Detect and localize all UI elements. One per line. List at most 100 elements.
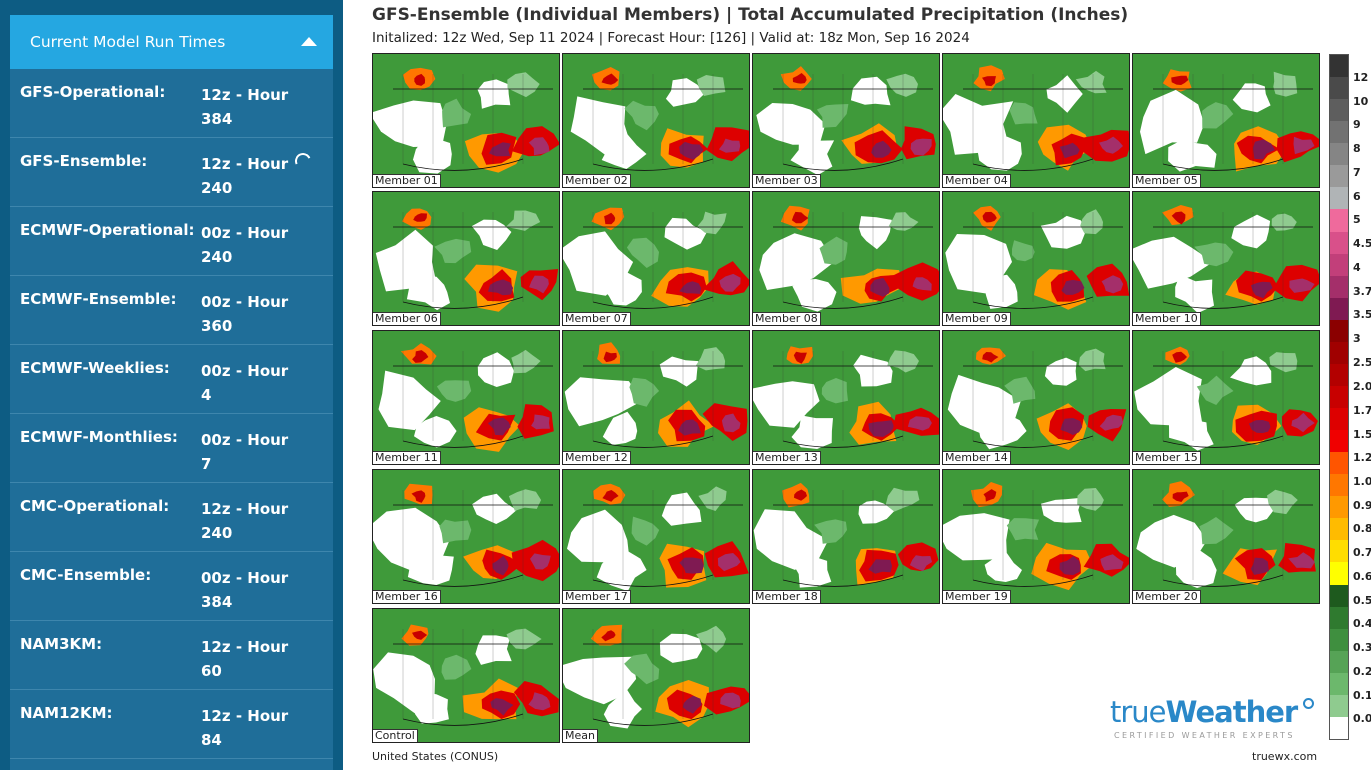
precip-map bbox=[753, 470, 939, 603]
colorbar-label: 1.75 bbox=[1353, 404, 1371, 417]
model-run-value: 12z - Hour 240 bbox=[201, 155, 289, 197]
model-run-value: 12z - Hour 384 bbox=[201, 86, 289, 128]
member-label: Member 02 bbox=[563, 174, 631, 187]
collapse-caret-icon[interactable] bbox=[301, 37, 317, 46]
colorbar-label: 0.8 bbox=[1353, 522, 1371, 535]
colorbar-label: 0.9 bbox=[1353, 499, 1371, 512]
ensemble-member-panel[interactable]: Member 20 bbox=[1132, 469, 1320, 604]
colorbar-segment bbox=[1330, 143, 1348, 166]
ensemble-member-panel[interactable]: Member 15 bbox=[1132, 330, 1320, 465]
ensemble-member-panel[interactable]: Member 19 bbox=[942, 469, 1130, 604]
precip-map bbox=[563, 331, 749, 464]
member-label: Member 15 bbox=[1133, 451, 1201, 464]
colorbar-segment bbox=[1330, 694, 1348, 718]
ensemble-member-panel[interactable]: Member 08 bbox=[752, 191, 940, 326]
ensemble-member-panel[interactable]: Member 13 bbox=[752, 330, 940, 465]
colorbar-segment bbox=[1330, 99, 1348, 122]
model-row[interactable]: NAM3KM: 12z - Hour 60 bbox=[10, 621, 333, 690]
model-name: ECMWF-Monthlies: bbox=[20, 428, 178, 446]
ensemble-member-panel[interactable]: Member 09 bbox=[942, 191, 1130, 326]
colorbar-label: 1.50 bbox=[1353, 428, 1371, 441]
sidebar: Current Model Run Times GFS-Operational:… bbox=[0, 0, 343, 770]
ensemble-member-panel[interactable]: Member 05 bbox=[1132, 53, 1320, 188]
model-name: CMC-Ensemble: bbox=[20, 566, 152, 584]
precip-map bbox=[753, 192, 939, 325]
model-run-value: 12z - Hour 240 bbox=[201, 500, 289, 542]
colorbar-label: 2.0 bbox=[1353, 380, 1371, 393]
precip-map bbox=[563, 609, 749, 742]
ensemble-member-panel[interactable]: Member 16 bbox=[372, 469, 560, 604]
model-name: NAM3KM: bbox=[20, 635, 103, 653]
ensemble-member-panel[interactable]: Member 14 bbox=[942, 330, 1130, 465]
ensemble-member-panel[interactable]: Member 12 bbox=[562, 330, 750, 465]
ensemble-member-panel[interactable]: Member 01 bbox=[372, 53, 560, 188]
colorbar-segment bbox=[1330, 672, 1348, 696]
model-row[interactable]: GFS-Ensemble: 12z - Hour 240 bbox=[10, 138, 333, 207]
colorbar-label: 10 bbox=[1353, 95, 1369, 108]
colorbar-segment bbox=[1330, 253, 1348, 277]
model-row[interactable]: CMC-Operational: 12z - Hour 240 bbox=[10, 483, 333, 552]
ensemble-member-panel[interactable]: Member 11 bbox=[372, 330, 560, 465]
colorbar-segment bbox=[1330, 584, 1348, 608]
ensemble-member-panel[interactable]: Member 10 bbox=[1132, 191, 1320, 326]
colorbar-label: 0.5 bbox=[1353, 594, 1371, 607]
model-run-value: 00z - Hour 384 bbox=[201, 569, 289, 611]
precip-colorbar bbox=[1329, 54, 1349, 740]
model-row[interactable]: CMC-Ensemble: 00z - Hour 384 bbox=[10, 552, 333, 621]
model-run-value: 00z - Hour 4 bbox=[201, 362, 289, 404]
precip-map bbox=[943, 470, 1129, 603]
model-row[interactable]: ECMWF-Monthlies: 00z - Hour 7 bbox=[10, 414, 333, 483]
ensemble-member-panel[interactable]: Mean bbox=[562, 608, 750, 743]
member-label: Member 01 bbox=[373, 174, 441, 187]
ensemble-member-panel[interactable]: Member 18 bbox=[752, 469, 940, 604]
member-label: Member 11 bbox=[373, 451, 441, 464]
model-run-times-header[interactable]: Current Model Run Times bbox=[10, 15, 333, 69]
colorbar-label: 0.3 bbox=[1353, 641, 1371, 654]
ensemble-member-panel[interactable]: Member 17 bbox=[562, 469, 750, 604]
model-run-times-title: Current Model Run Times bbox=[30, 33, 226, 51]
colorbar-label: 3 bbox=[1353, 332, 1361, 345]
member-label: Member 03 bbox=[753, 174, 821, 187]
model-row[interactable]: ECMWF-Operational: 00z - Hour 240 bbox=[10, 207, 333, 276]
colorbar-segment bbox=[1330, 385, 1348, 409]
member-label: Mean bbox=[563, 729, 598, 742]
credit-label: truewx.com bbox=[1252, 750, 1318, 763]
model-name: GFS-Operational: bbox=[20, 83, 166, 101]
ensemble-member-panel[interactable]: Member 04 bbox=[942, 53, 1130, 188]
member-label: Member 05 bbox=[1133, 174, 1201, 187]
colorbar-segment bbox=[1330, 474, 1348, 497]
model-row[interactable]: ECMWF-Ensemble: 00z - Hour 360 bbox=[10, 276, 333, 345]
colorbar-segment bbox=[1330, 55, 1348, 78]
member-label: Member 19 bbox=[943, 590, 1011, 603]
model-row[interactable]: ECMWF-Weeklies: 00z - Hour 4 bbox=[10, 345, 333, 414]
member-label: Member 20 bbox=[1133, 590, 1201, 603]
model-name: ECMWF-Ensemble: bbox=[20, 290, 177, 308]
model-row[interactable]: GFS-Operational: 12z - Hour 384 bbox=[10, 69, 333, 138]
colorbar-label: 1.0 bbox=[1353, 475, 1371, 488]
colorbar-label: 6 bbox=[1353, 190, 1361, 203]
precip-map bbox=[373, 609, 559, 742]
model-list: GFS-Operational: 12z - Hour 384 GFS-Ensemb… bbox=[10, 69, 333, 759]
colorbar-segment bbox=[1330, 297, 1348, 321]
model-name: CMC-Operational: bbox=[20, 497, 170, 515]
member-label: Member 13 bbox=[753, 451, 821, 464]
colorbar-segment bbox=[1330, 606, 1348, 630]
logo-wordmark: trueWeather bbox=[1110, 695, 1315, 729]
ensemble-member-panel[interactable]: Member 06 bbox=[372, 191, 560, 326]
member-label: Member 17 bbox=[563, 590, 631, 603]
ensemble-member-panel[interactable]: Member 07 bbox=[562, 191, 750, 326]
ensemble-member-panel[interactable]: Member 02 bbox=[562, 53, 750, 188]
precip-map bbox=[1133, 331, 1319, 464]
colorbar-label: 4 bbox=[1353, 261, 1361, 274]
model-run-times-panel: Current Model Run Times GFS-Operational:… bbox=[10, 15, 333, 770]
ensemble-member-panel[interactable]: Member 03 bbox=[752, 53, 940, 188]
precip-map bbox=[563, 192, 749, 325]
model-row[interactable]: NAM12KM: 12z - Hour 84 bbox=[10, 690, 333, 759]
colorbar-label: 3.7 bbox=[1353, 285, 1371, 298]
model-run-value: 00z - Hour 240 bbox=[201, 224, 289, 266]
colorbar-label: 0.2 bbox=[1353, 665, 1371, 678]
ensemble-member-panel[interactable]: Control bbox=[372, 608, 560, 743]
colorbar-label: 3.5 bbox=[1353, 308, 1371, 321]
model-name: ECMWF-Weeklies: bbox=[20, 359, 170, 377]
model-name: ECMWF-Operational: bbox=[20, 221, 195, 239]
